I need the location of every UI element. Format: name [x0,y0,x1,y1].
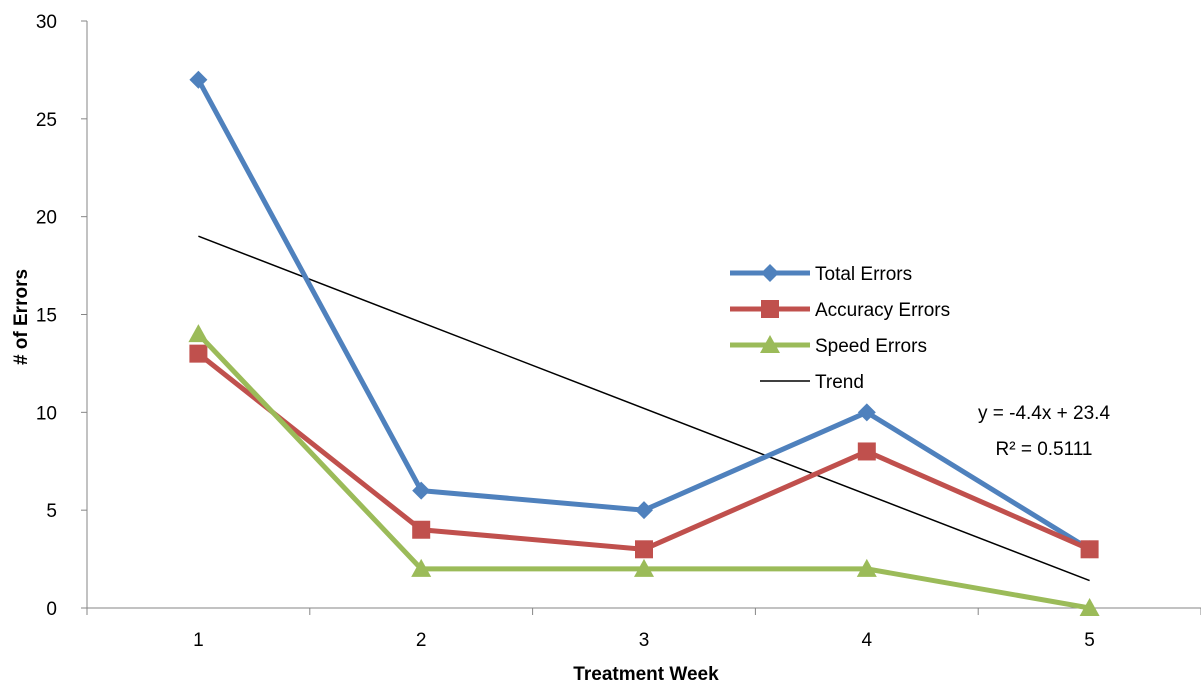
triangle-marker [1079,598,1100,616]
x-tick-label: 2 [416,630,427,651]
series-total-errors [189,70,1099,559]
legend-item: Trend [760,372,864,393]
x-tick-label: 3 [639,630,650,651]
square-marker [412,520,431,539]
series-accuracy-errors [189,344,1099,559]
legend-label: Trend [815,372,864,393]
y-tick-label: 5 [46,501,57,522]
x-tick-label: 4 [862,630,873,651]
x-tick-label: 5 [1084,630,1095,651]
triangle-marker [634,558,654,577]
y-axis-title: # of Errors [11,269,32,365]
series-line [196,351,1091,552]
triangle-marker [760,335,780,353]
series-layer [188,70,1100,616]
trendline-equation: y = -4.4x + 23.4 [978,403,1110,424]
y-tick-label: 0 [46,599,57,620]
y-tick-label: 30 [36,12,57,33]
legend-label: Accuracy Errors [815,300,950,321]
trendline-layer [198,235,1090,582]
trendline-r-squared: R² = 0.5111 [996,439,1093,460]
diamond-marker [412,481,431,500]
legend-item: Accuracy Errors [730,300,950,321]
legend-label: Total Errors [815,264,912,285]
triangle-marker [188,324,209,343]
diamond-marker [189,70,208,89]
series-speed-errors [188,324,1100,616]
axes: 0 5 10 15 20 25 30 1 2 3 4 5 [36,12,1201,651]
x-tick-label: 1 [193,630,204,651]
square-marker [189,344,208,363]
y-tick-label: 20 [36,208,57,229]
series-line [196,78,1091,552]
square-marker [1080,540,1099,559]
square-marker [857,442,876,461]
triangle-marker [411,558,432,577]
square-marker [635,540,653,559]
x-axis-title: Treatment Week [573,664,719,685]
diamond-marker [761,264,779,282]
legend-label: Speed Errors [815,336,927,357]
diamond-marker [635,501,653,520]
legend-item: Speed Errors [730,335,927,357]
diamond-marker [857,403,876,422]
trendline [198,235,1090,582]
y-tick-label: 25 [36,110,57,131]
y-tick-label: 10 [36,403,57,424]
triangle-marker [856,558,877,577]
square-marker [761,300,779,318]
y-tick-label: 15 [36,306,57,327]
legend: Total Errors Accuracy Errors Speed Errors T… [730,264,950,393]
legend-item: Total Errors [730,264,912,285]
